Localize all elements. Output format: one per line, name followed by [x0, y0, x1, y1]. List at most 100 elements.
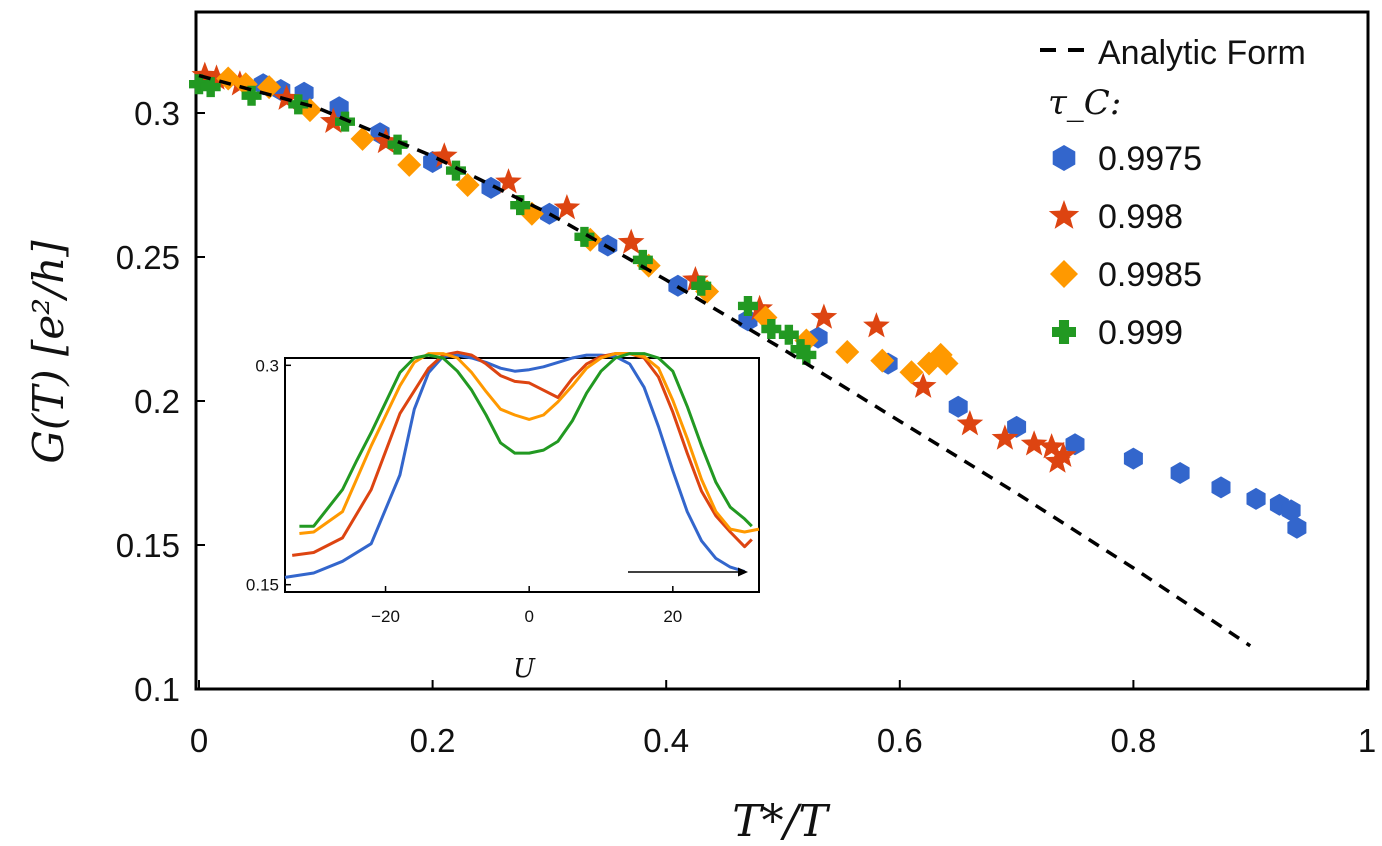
point-star: [553, 194, 581, 220]
point-hexagon: [1287, 516, 1307, 539]
point-star: [1020, 430, 1048, 456]
point-hexagon: [1123, 447, 1143, 470]
analytic-curve: [198, 73, 1252, 648]
point-plus: [691, 275, 712, 296]
point-star: [1038, 433, 1065, 459]
point-star: [372, 127, 400, 154]
y-tick-label: 0.25: [116, 239, 180, 276]
point-diamond: [870, 348, 895, 373]
point-star: [495, 168, 522, 194]
point-plus: [796, 344, 817, 365]
point-hexagon: [481, 176, 501, 199]
point-plus: [761, 319, 782, 339]
inset-line-0.9985: [299, 352, 760, 535]
point-plus: [574, 226, 595, 247]
point-plus: [632, 249, 653, 270]
point-diamond: [455, 173, 480, 197]
inset-line-0.999: [299, 352, 753, 528]
point-diamond: [899, 360, 924, 385]
inset-arrow-head: [738, 567, 748, 577]
point-diamond: [835, 340, 860, 365]
point-star: [909, 372, 937, 398]
point-star: [991, 424, 1019, 450]
legend-marker-diamond: [1050, 260, 1078, 288]
point-plus: [335, 111, 355, 132]
point-star: [617, 228, 645, 254]
point-plus: [510, 195, 531, 216]
legend-label: 0.998: [1098, 198, 1183, 236]
inset-y-tick-label: 0.3: [255, 356, 279, 375]
point-diamond: [934, 351, 959, 376]
x-tick-label: 0: [190, 722, 208, 759]
point-hexagon: [948, 395, 968, 418]
point-star: [956, 410, 984, 436]
point-hexagon: [1170, 462, 1190, 484]
inset-x-tick-label: 20: [663, 607, 682, 626]
legend-label: 0.9985: [1098, 256, 1202, 294]
y-tick-label: 0.3: [134, 95, 180, 132]
legend-group-title: τ_C:: [1048, 83, 1121, 123]
inset-x-tick-label: −20: [371, 607, 400, 626]
point-plus: [387, 134, 408, 155]
legend-analytic-label: Analytic Form: [1098, 34, 1306, 72]
x-tick-label: 0.2: [410, 722, 456, 759]
analytic-curve-layer: [198, 73, 1252, 648]
legend-series-items: 0.9975 0.998 0.9985 0.999: [1048, 140, 1202, 352]
point-hexagon: [539, 202, 559, 225]
point-star: [1050, 441, 1077, 467]
series-0.998: [191, 61, 1077, 473]
x-tick-label: 0.8: [1110, 722, 1156, 759]
inset-frame: [284, 357, 760, 593]
point-star: [320, 107, 347, 133]
y-axis-label: G(T) [e²/h]: [24, 240, 73, 464]
point-plus: [445, 160, 466, 181]
y-tick-label: 0.1: [134, 671, 180, 708]
legend-marker-star: [1048, 200, 1080, 229]
y-tick-label: 0.2: [134, 383, 180, 420]
point-plus: [189, 74, 209, 95]
legend-label: 0.9975: [1098, 140, 1202, 178]
point-star: [810, 303, 838, 329]
series-0.999: [189, 74, 817, 365]
plot-frame: [194, 10, 1370, 691]
x-tick-label: 1: [1358, 722, 1376, 759]
point-star: [682, 266, 709, 292]
point-star: [203, 64, 230, 90]
point-plus: [241, 85, 262, 106]
point-star: [273, 84, 300, 110]
point-hexagon: [1007, 415, 1027, 438]
point-hexagon: [1281, 499, 1301, 522]
y-tick-label: 0.15: [116, 527, 180, 564]
inset-line-0.9975: [284, 353, 746, 579]
y-axis-ticks: 0.1 0.15 0.2 0.25 0.3: [116, 95, 205, 708]
legend-marker-hexagon: [1052, 145, 1076, 171]
series-0.9975: [253, 73, 1307, 539]
inset-y-tick-label: 0.15: [246, 576, 279, 595]
point-plus: [200, 77, 221, 98]
point-plus: [790, 339, 811, 360]
point-hexagon: [1211, 476, 1231, 499]
inset-line-0.998: [291, 350, 753, 557]
inset-x-tick-label: 0: [524, 607, 533, 626]
legend-marker-plus: [1052, 320, 1076, 344]
inset-chart: −20 0 20 0.15 0.3 U: [246, 350, 760, 684]
point-hexagon: [738, 309, 758, 332]
inset-x-axis-label: U: [513, 654, 536, 684]
x-axis-ticks: 0 0.2 0.4 0.6 0.8 1: [190, 680, 1376, 759]
point-hexagon: [1065, 433, 1085, 456]
inset-lines: [284, 350, 760, 579]
x-tick-label: 0.6: [877, 722, 923, 759]
point-plus: [778, 324, 799, 345]
point-plus: [737, 295, 758, 316]
x-axis-label: T*/T: [732, 796, 831, 846]
scatter-markers: [189, 61, 1307, 539]
point-plus: [288, 94, 309, 115]
point-star: [863, 312, 890, 338]
x-tick-label: 0.4: [643, 722, 689, 759]
point-star: [746, 294, 773, 321]
legend-label: 0.999: [1098, 314, 1183, 352]
inset-ticks: −20 0 20 0.15 0.3: [246, 356, 682, 626]
point-diamond: [397, 152, 422, 177]
point-diamond: [350, 126, 375, 151]
